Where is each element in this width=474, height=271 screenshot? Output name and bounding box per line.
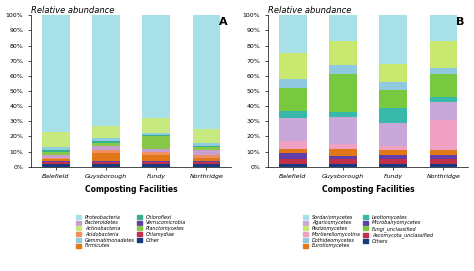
Bar bbox=[92, 162, 120, 164]
Bar bbox=[142, 161, 170, 162]
Bar bbox=[429, 120, 457, 150]
Bar bbox=[142, 15, 170, 118]
Bar bbox=[142, 149, 170, 151]
Bar bbox=[142, 133, 170, 135]
Bar bbox=[329, 65, 357, 75]
X-axis label: Composting Facilities: Composting Facilities bbox=[322, 185, 414, 194]
Bar bbox=[329, 41, 357, 65]
Bar bbox=[429, 159, 457, 164]
Bar bbox=[192, 158, 220, 161]
Bar bbox=[379, 89, 407, 108]
Bar bbox=[192, 15, 220, 129]
Legend: Proteobacteria, Bacteroidetes, Actinobacteria, Acidobacteria, Gemmatimonadetes, : Proteobacteria, Bacteroidetes, Actinobac… bbox=[76, 215, 186, 248]
Bar bbox=[142, 118, 170, 133]
Bar bbox=[329, 164, 357, 167]
Bar bbox=[279, 141, 307, 149]
Bar bbox=[429, 97, 457, 102]
Text: Relative abundance: Relative abundance bbox=[268, 6, 351, 15]
Bar bbox=[379, 159, 407, 164]
Bar bbox=[92, 164, 120, 167]
Bar bbox=[279, 79, 307, 88]
Bar bbox=[42, 151, 70, 155]
Bar bbox=[429, 155, 457, 159]
Bar bbox=[329, 15, 357, 41]
Bar bbox=[42, 15, 70, 132]
Bar bbox=[192, 155, 220, 158]
Bar bbox=[429, 41, 457, 68]
Bar bbox=[42, 147, 70, 150]
Text: B: B bbox=[456, 17, 465, 27]
Bar bbox=[379, 82, 407, 89]
Bar bbox=[42, 164, 70, 167]
Bar bbox=[42, 155, 70, 158]
Bar bbox=[329, 149, 357, 156]
Bar bbox=[379, 123, 407, 146]
Bar bbox=[329, 144, 357, 149]
Bar bbox=[92, 126, 120, 138]
Bar bbox=[379, 155, 407, 159]
Bar bbox=[329, 117, 357, 144]
Bar bbox=[42, 132, 70, 147]
Bar bbox=[92, 153, 120, 161]
Bar bbox=[92, 141, 120, 143]
Bar bbox=[42, 158, 70, 159]
Bar bbox=[192, 147, 220, 150]
Bar bbox=[279, 88, 307, 111]
Bar bbox=[279, 53, 307, 79]
Legend: Sordariomycetes, Agaricomycetes, Pezizomycetes, Mortierellomycotina, Dothideomyc: Sordariomycetes, Agaricomycetes, Pezizom… bbox=[303, 215, 433, 248]
Bar bbox=[192, 150, 220, 155]
Bar bbox=[379, 146, 407, 150]
Bar bbox=[379, 15, 407, 64]
Bar bbox=[192, 161, 220, 162]
Bar bbox=[429, 102, 457, 120]
Text: Relative abundance: Relative abundance bbox=[31, 6, 114, 15]
Text: A: A bbox=[219, 17, 228, 27]
Bar bbox=[142, 162, 170, 164]
Bar bbox=[329, 156, 357, 159]
Bar bbox=[329, 112, 357, 117]
Bar bbox=[279, 15, 307, 53]
Bar bbox=[279, 149, 307, 153]
X-axis label: Composting Facilities: Composting Facilities bbox=[85, 185, 177, 194]
Bar bbox=[279, 153, 307, 159]
Bar bbox=[92, 161, 120, 162]
Bar bbox=[279, 118, 307, 141]
Bar bbox=[192, 129, 220, 143]
Bar bbox=[142, 155, 170, 161]
Bar bbox=[142, 137, 170, 149]
Bar bbox=[192, 164, 220, 167]
Bar bbox=[379, 64, 407, 82]
Bar bbox=[279, 111, 307, 118]
Bar bbox=[379, 164, 407, 167]
Bar bbox=[279, 159, 307, 164]
Bar bbox=[142, 135, 170, 137]
Bar bbox=[429, 150, 457, 155]
Bar bbox=[379, 150, 407, 155]
Bar bbox=[42, 162, 70, 164]
Bar bbox=[329, 159, 357, 164]
Bar bbox=[142, 151, 170, 155]
Bar bbox=[192, 162, 220, 164]
Bar bbox=[42, 159, 70, 161]
Bar bbox=[42, 161, 70, 162]
Bar bbox=[192, 143, 220, 146]
Bar bbox=[192, 146, 220, 147]
Bar bbox=[329, 75, 357, 112]
Bar bbox=[429, 68, 457, 75]
Bar bbox=[429, 75, 457, 97]
Bar bbox=[279, 164, 307, 167]
Bar bbox=[92, 15, 120, 126]
Bar bbox=[92, 150, 120, 153]
Bar bbox=[92, 138, 120, 141]
Bar bbox=[429, 15, 457, 41]
Bar bbox=[92, 146, 120, 150]
Bar bbox=[142, 164, 170, 167]
Bar bbox=[92, 143, 120, 146]
Bar bbox=[42, 150, 70, 151]
Bar bbox=[429, 164, 457, 167]
Bar bbox=[379, 108, 407, 123]
